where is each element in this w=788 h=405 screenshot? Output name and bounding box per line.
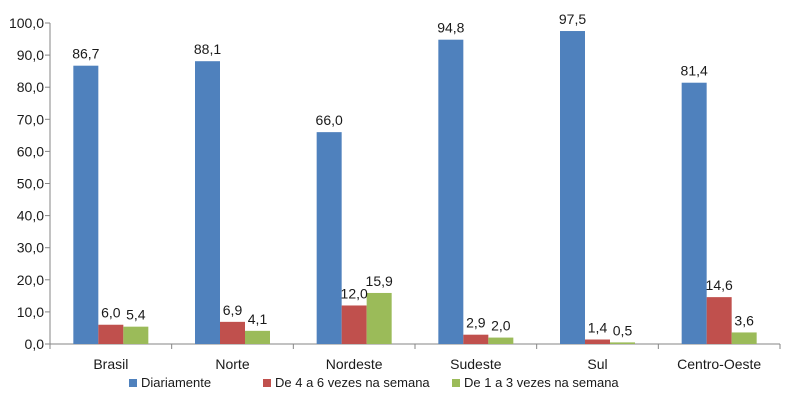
bar	[341, 305, 367, 344]
x-axis: Brasil Norte Nordeste Sudeste Sul Centro-Oest…	[49, 343, 781, 372]
data-label: 3,6	[734, 312, 754, 328]
bar	[560, 31, 585, 345]
category-label: Centro-Oeste	[677, 356, 761, 372]
legend-swatch	[452, 379, 460, 387]
y-tick-label: 70,0	[17, 111, 44, 127]
y-tick-label: 100,0	[9, 15, 44, 31]
bar	[585, 339, 610, 344]
y-axis: 0,0 10,0 20,0 30,0 40,0 50,0 60,0 70,0 80,0 90,0 1…	[9, 15, 51, 352]
data-label: 1,4	[588, 320, 608, 336]
y-tick-label: 50,0	[17, 176, 44, 192]
y-tick-label: 80,0	[17, 79, 44, 95]
y-tick-label: 60,0	[17, 143, 44, 159]
legend-label: De 1 a 3 vezes na semana	[464, 375, 619, 390]
data-label: 0,5	[613, 322, 633, 338]
legend-label: De 4 a 6 vezes na semana	[275, 375, 430, 390]
bars-group	[73, 31, 757, 345]
bar	[98, 324, 124, 344]
category-label: Norte	[215, 356, 249, 372]
bar	[316, 132, 342, 344]
data-label: 94,8	[437, 20, 464, 36]
data-label: 15,9	[366, 273, 393, 289]
bar	[123, 326, 149, 344]
data-label: 6,0	[101, 305, 121, 321]
data-label: 86,7	[72, 46, 99, 62]
data-label: 12,0	[341, 285, 368, 301]
category-label: Brasil	[93, 356, 128, 372]
data-label: 88,1	[194, 41, 221, 57]
bar	[73, 65, 99, 345]
bar	[220, 321, 245, 344]
bar	[463, 334, 489, 344]
bar	[681, 82, 707, 345]
legend-label: Diariamente	[141, 375, 211, 390]
bar	[195, 61, 220, 344]
data-label: 14,6	[706, 277, 733, 293]
data-label: 5,4	[126, 307, 146, 323]
category-label: Nordeste	[326, 356, 383, 372]
category-label: Sudeste	[450, 356, 502, 372]
category-label: Sul	[587, 356, 607, 372]
y-tick-label: 0,0	[25, 336, 45, 352]
legend-swatch	[263, 379, 271, 387]
y-tick-label: 40,0	[17, 208, 44, 224]
data-label: 2,9	[466, 315, 486, 331]
bar	[731, 332, 757, 344]
legend: Diariamente De 4 a 6 vezes na semana De 1 …	[129, 375, 619, 390]
bar	[366, 292, 392, 344]
bar	[488, 337, 514, 344]
y-tick-label: 90,0	[17, 47, 44, 63]
legend-swatch	[129, 379, 137, 387]
bar	[438, 39, 464, 344]
data-label: 6,9	[223, 302, 243, 318]
data-label: 81,4	[681, 63, 708, 79]
data-label: 66,0	[316, 112, 343, 128]
data-labels-group: 86,7 6,0 5,4 88,1 6,9 4,1 66,0 12,015,9 94,8 2,9 2…	[72, 11, 754, 338]
bar	[706, 297, 732, 344]
data-label: 4,1	[248, 311, 268, 327]
data-label: 2,0	[491, 318, 511, 334]
data-label: 97,5	[559, 11, 586, 27]
bar	[245, 330, 270, 344]
y-tick-label: 10,0	[17, 304, 44, 320]
bar	[610, 342, 635, 344]
y-tick-label: 30,0	[17, 240, 44, 256]
y-tick-label: 20,0	[17, 272, 44, 288]
